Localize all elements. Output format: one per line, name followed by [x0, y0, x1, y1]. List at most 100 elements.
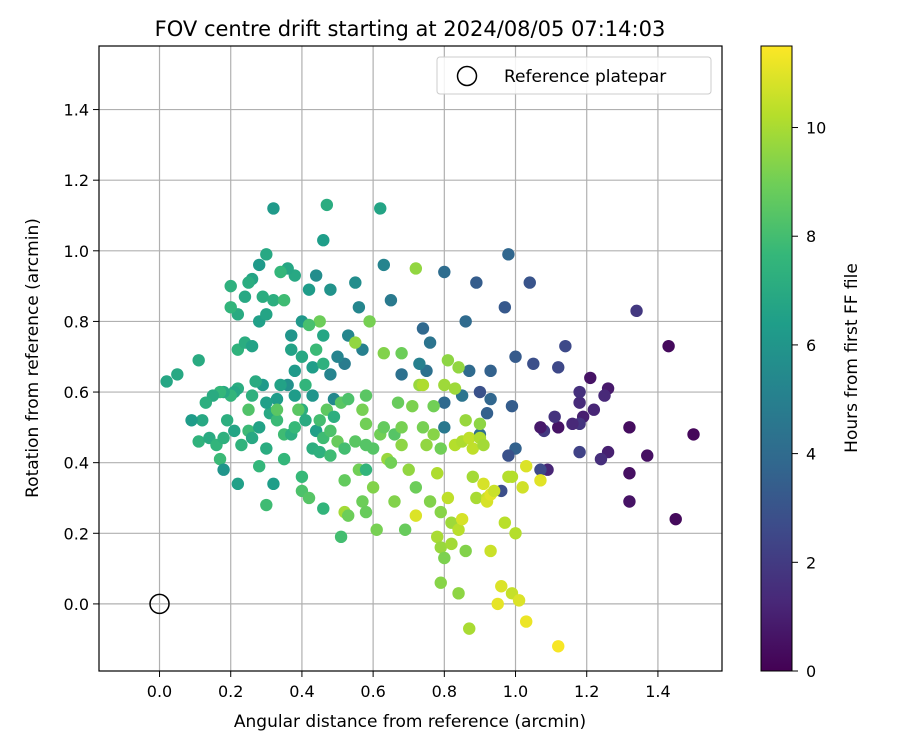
data-point	[320, 198, 334, 212]
data-point	[409, 262, 423, 275]
data-point	[452, 361, 465, 374]
data-point	[459, 414, 472, 427]
data-point	[431, 467, 444, 480]
data-point	[391, 396, 405, 409]
data-point	[299, 378, 312, 392]
data-point	[295, 350, 309, 363]
data-point	[502, 248, 515, 261]
y-tick-label: 0.6	[64, 383, 89, 402]
data-point	[459, 544, 472, 558]
data-point	[398, 523, 412, 536]
data-point	[317, 502, 330, 515]
data-point	[302, 318, 316, 332]
data-point	[256, 290, 269, 303]
data-point	[623, 495, 636, 508]
data-point	[423, 336, 437, 349]
data-point	[228, 424, 241, 438]
data-point	[235, 438, 248, 452]
data-point	[349, 276, 362, 289]
data-point	[260, 248, 273, 261]
data-point	[274, 265, 287, 279]
data-point	[473, 417, 487, 431]
data-point	[213, 452, 227, 466]
data-point	[484, 364, 497, 378]
data-point	[267, 294, 280, 307]
data-point	[324, 424, 337, 438]
axes-frame	[98, 45, 723, 672]
data-point	[242, 403, 255, 416]
data-point	[516, 481, 529, 494]
data-point	[438, 265, 451, 279]
y-ticks: 0.0 0.2 0.4 0.6 0.8 1.0 1.2 1.4	[64, 101, 99, 614]
data-point	[416, 322, 430, 335]
data-point	[641, 449, 654, 462]
y-tick-label: 1.2	[64, 171, 89, 190]
data-point	[260, 442, 273, 455]
data-point	[288, 389, 301, 402]
data-point	[502, 449, 515, 462]
data-point	[438, 421, 451, 434]
data-point	[342, 509, 355, 522]
data-point	[505, 399, 519, 413]
data-point	[630, 304, 643, 318]
data-point	[224, 279, 237, 293]
data-point	[302, 283, 316, 296]
data-point	[473, 385, 487, 399]
data-point	[427, 399, 440, 413]
colorbar-tick-label: 6	[806, 336, 816, 355]
data-point	[374, 202, 387, 215]
data-point	[299, 414, 312, 427]
data-point	[306, 361, 319, 374]
data-point	[434, 442, 447, 455]
data-point	[317, 357, 330, 370]
data-point	[534, 474, 547, 487]
y-tick-label: 0.8	[64, 312, 89, 331]
data-point	[395, 421, 408, 434]
data-point	[245, 389, 259, 402]
data-point	[324, 368, 337, 381]
data-point	[484, 392, 497, 406]
data-point	[484, 544, 497, 558]
data-point	[669, 512, 682, 526]
x-tick-label: 1.4	[645, 682, 670, 701]
data-point	[313, 445, 326, 459]
colorbar-tick-label: 10	[806, 119, 826, 138]
data-point	[313, 315, 326, 328]
x-tick-label: 0.4	[289, 682, 314, 701]
data-point	[573, 396, 586, 409]
data-point	[466, 442, 479, 455]
legend-entry-reference: Reference platepar	[504, 67, 666, 87]
data-point	[270, 414, 284, 427]
data-point	[245, 431, 259, 445]
data-point	[413, 357, 426, 370]
data-point	[366, 442, 380, 455]
data-point	[552, 361, 565, 374]
data-point	[377, 347, 390, 360]
data-point	[260, 498, 273, 512]
data-point	[402, 463, 415, 476]
data-point	[267, 477, 280, 491]
colorbar-label: Hours from first FF file	[842, 263, 862, 453]
data-point	[317, 234, 330, 247]
data-point	[395, 347, 408, 360]
data-point	[277, 452, 291, 466]
data-point	[249, 375, 262, 388]
x-axis-label: Angular distance from reference (arcmin)	[234, 712, 586, 732]
data-point	[285, 329, 298, 342]
data-point	[288, 421, 301, 434]
data-point	[253, 258, 266, 272]
x-tick-label: 0.6	[360, 682, 385, 701]
colorbar-tick-label: 2	[806, 553, 816, 572]
data-point	[423, 495, 437, 508]
data-point	[292, 403, 305, 416]
colorbar-ticks: 0 2 4 6 8 10	[792, 119, 826, 681]
data-point	[388, 495, 401, 508]
data-point	[477, 477, 490, 491]
data-point	[498, 516, 512, 529]
data-point	[409, 509, 423, 522]
data-point	[363, 315, 376, 328]
data-point	[431, 530, 444, 544]
data-point	[349, 435, 362, 448]
data-point	[359, 463, 373, 476]
